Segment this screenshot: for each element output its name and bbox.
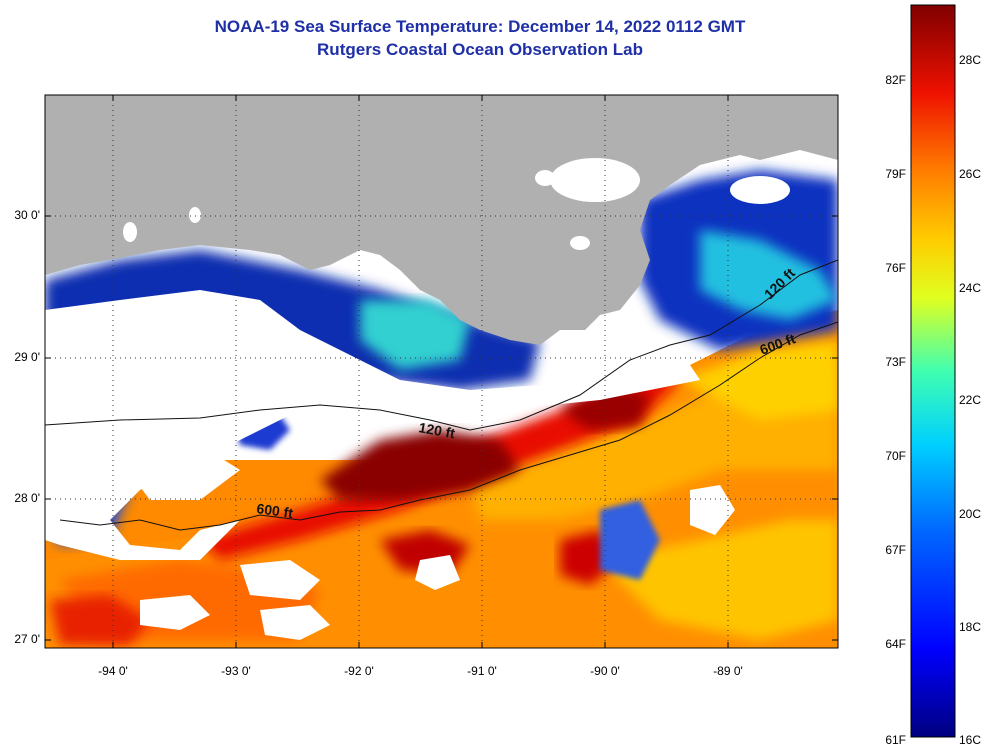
contour-label-600ft-west: 600 ft (256, 500, 295, 521)
contour-label-120ft: 120 ft (417, 419, 456, 441)
lon-tick-label: -89 0' (713, 664, 743, 678)
colorbar-f-label: 61F (885, 733, 906, 747)
lat-tick-label: 27 0' (14, 632, 40, 646)
colorbar (910, 4, 956, 738)
isobath-600ft (59, 321, 838, 531)
cool-water-layer (45, 170, 838, 580)
colorbar-f-label: 76F (885, 261, 906, 275)
colorbar-f-label: 79F (885, 167, 906, 181)
cloud-layer (45, 290, 735, 640)
lon-tick-label: -93 0' (221, 664, 251, 678)
colorbar-f-label: 67F (885, 543, 906, 557)
land-mass (45, 95, 838, 345)
colorbar-c-label: 26C (959, 167, 982, 181)
lon-tick-label: -90 0' (590, 664, 620, 678)
colorbar-c-label: 16C (959, 733, 982, 747)
colorbar-c-label: 18C (959, 620, 982, 634)
colorbar-f-label: 73F (885, 355, 906, 369)
colorbar-c-label: 20C (959, 507, 982, 521)
isobath-contours (45, 259, 838, 531)
lat-tick-label: 29 0' (14, 350, 40, 364)
colorbar-f-label: 64F (885, 637, 906, 651)
isobath-120ft (45, 259, 838, 431)
lat-tick-label: 30 0' (14, 208, 40, 222)
colorbar-c-label: 28C (959, 53, 982, 67)
lon-tick-label: -92 0' (344, 664, 374, 678)
lon-tick-label: -94 0' (98, 664, 128, 678)
map-title: NOAA-19 Sea Surface Temperature: Decembe… (214, 17, 746, 36)
colorbar-c-label: 22C (959, 393, 982, 407)
axis-ticks (45, 95, 838, 648)
lat-tick-label: 28 0' (14, 491, 40, 505)
colorbar-f-label: 82F (885, 73, 906, 87)
map-subtitle: Rutgers Coastal Ocean Observation Lab (317, 40, 643, 59)
inland-cloud-patches (123, 158, 790, 250)
colorbar-f-label: 70F (885, 449, 906, 463)
lon-tick-label: -91 0' (467, 664, 497, 678)
graticule (45, 95, 838, 648)
colorbar-c-label: 24C (959, 281, 982, 295)
